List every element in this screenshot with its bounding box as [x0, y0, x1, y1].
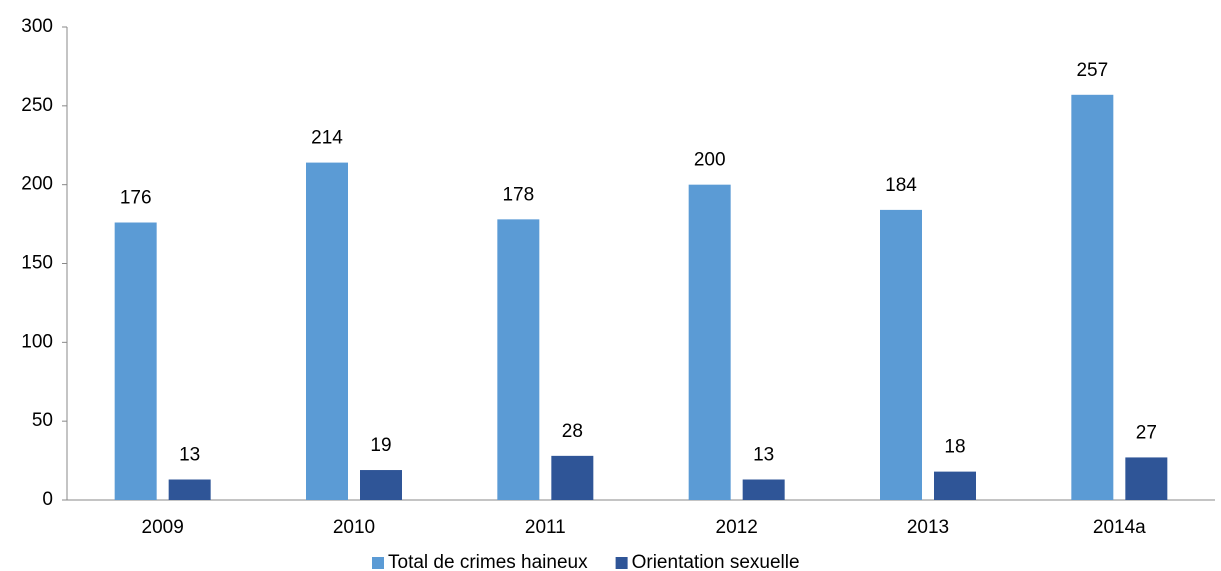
data-label: 200: [694, 150, 726, 171]
x-tick-label: 2013: [907, 517, 949, 538]
legend-swatch: [615, 557, 628, 569]
bar: [880, 209, 922, 501]
bar: [168, 479, 211, 500]
bar: [1125, 457, 1168, 500]
legend-label: Total de crimes haineux: [388, 552, 588, 571]
bar: [688, 184, 731, 500]
data-label: 184: [885, 175, 917, 196]
y-tick-label: 250: [21, 95, 53, 116]
legend-swatch: [372, 557, 384, 569]
data-label: 178: [502, 184, 534, 205]
y-tick-label: 150: [21, 253, 53, 274]
y-tick-label: 50: [32, 410, 53, 431]
y-tick-label: 0: [42, 489, 53, 510]
bar: [114, 222, 157, 501]
data-label: 176: [120, 188, 152, 209]
x-tick-label: 2012: [716, 517, 758, 538]
bar: [934, 471, 976, 500]
data-label: 257: [1076, 60, 1108, 81]
data-label: 13: [753, 445, 774, 466]
data-label: 18: [944, 437, 965, 458]
y-tick-label: 200: [21, 174, 53, 195]
data-label: 28: [562, 421, 583, 442]
legend-label: Orientation sexuelle: [632, 552, 800, 571]
data-label: 27: [1136, 422, 1157, 443]
bar: [1071, 94, 1114, 501]
bar: [497, 219, 540, 500]
bar: [742, 479, 785, 500]
data-label: 19: [370, 435, 391, 456]
bar: [306, 162, 348, 501]
bar: [360, 470, 402, 500]
y-tick-label: 300: [21, 16, 53, 37]
data-label: 13: [179, 445, 200, 466]
bar: [551, 455, 594, 500]
y-tick-label: 100: [21, 331, 53, 352]
x-tick-label: 2010: [333, 517, 375, 538]
x-tick-label: 2014a: [1093, 517, 1146, 538]
x-tick-label: 2011: [525, 517, 566, 538]
data-label: 214: [311, 128, 343, 149]
x-tick-label: 2009: [142, 517, 184, 538]
